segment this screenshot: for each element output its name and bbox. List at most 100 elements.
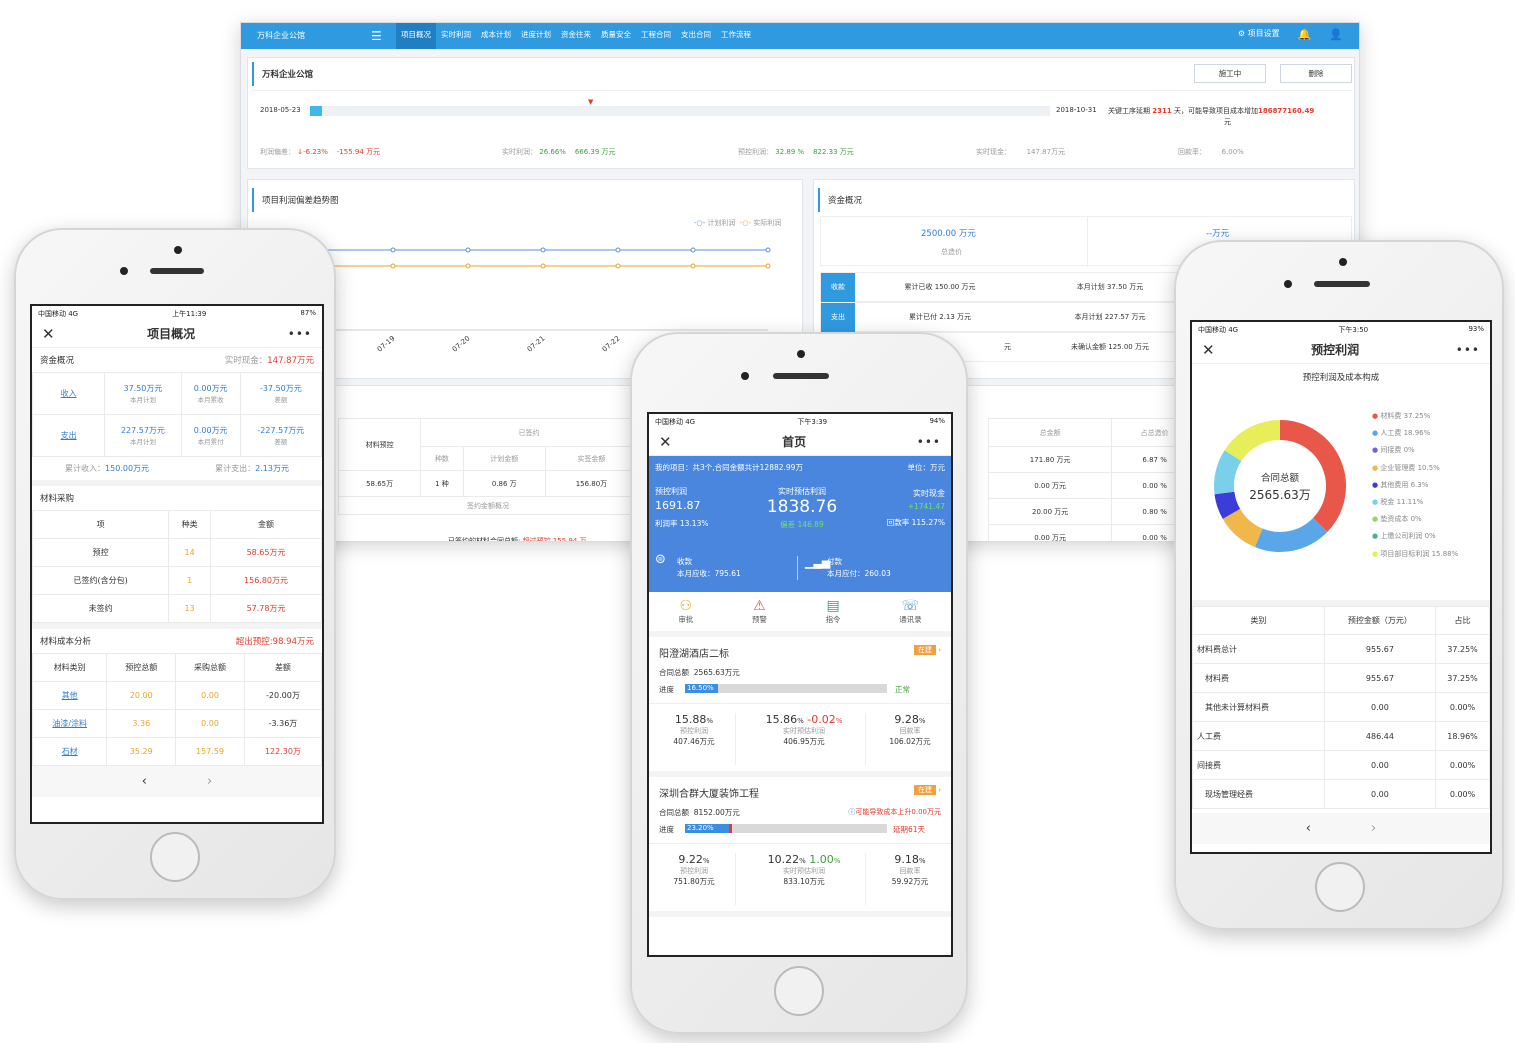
contacts-icon: ☏ [901,598,920,614]
clock: 上午11:39 [172,310,207,318]
contacts-button[interactable]: ☏ 通讯录 [899,598,922,624]
status-button[interactable]: 施工中 [1194,64,1266,83]
trend-panel: 项目利润偏差趋势图 -○- 计划利润 -○- 实际利润 07-19 07-20 … [247,179,803,379]
cash-value: +1741.47 [907,502,945,511]
est-label: 实时预估利润 [778,487,826,496]
nav-item[interactable]: 工程合同 [641,30,671,39]
donut-center-label: 合同总额 [1260,473,1299,484]
navbar: ✕ 项目概况 ••• [32,320,322,348]
close-icon[interactable]: ✕ [659,432,672,451]
expense-link[interactable]: 支出 [32,414,106,457]
info-icon: ⓘ [848,808,856,816]
receive-label: 收款 [677,557,692,566]
legend-dot-icon: ● [1372,532,1381,541]
legend-item: ● 上缴公司利润 0% [1372,532,1436,541]
nav-item[interactable]: 质量安全 [601,30,631,39]
more-icon[interactable]: ••• [287,326,312,341]
timeline-marker-icon: ▼ [588,98,594,106]
donut-slice [1214,491,1241,519]
home-button[interactable] [774,966,824,1016]
navbar: ✕ 首页 ••• [649,428,951,456]
unit: 单位：万元 [907,463,946,472]
income-link[interactable]: 收入 [32,372,106,415]
brand-name: 万科企业公馆 [257,31,305,40]
project-card[interactable]: 阳澄湖酒店二标 在建 › 合同总额 2565.63万元 进度 16.50% 正常… [649,637,951,777]
donut-slice [1224,420,1281,462]
fund-table: 收入 37.50万元 本月计划 0.00万元 本月累收 -37.50万元 差额 支出 … [32,372,322,457]
fund-cell: 元 [1004,343,1011,351]
phone-right: 中国移动 4G 下午3:50 93% ✕ 预控利润 ••• 预控利润及成本构成 … [1174,240,1504,930]
table-header: 种数 [420,446,464,471]
legend-item: ● 企业管理费 10.5% [1372,463,1440,472]
delay-warning: 关键工序延期 2311 天，可能导致项目成本增加186877160.49 [1108,107,1315,115]
bar-chart-icon: ▁▃▅ [805,556,831,569]
category-link[interactable]: 石材 [32,737,108,766]
table-cell: 20.00 万元 [987,498,1113,525]
carrier: 中国移动 4G [38,310,79,318]
approve-button[interactable]: ⚇ 审批 [678,598,694,624]
nav-item[interactable]: 实时利润 [441,30,471,39]
nav-item[interactable]: 支出合同 [681,30,711,39]
legend-item: ● 人工费 18.96% [1372,429,1431,438]
forward-icon[interactable]: › [207,774,213,789]
metric-est: 10.22% 1.00% 实时预估利润 833.10万元 [767,853,841,886]
est-value: 1838.76 [766,497,838,517]
speaker-icon [773,373,829,379]
chevron-right-icon: › [938,646,941,654]
bell-icon[interactable]: 🔔 [1297,28,1312,41]
clipboard-icon: ▤ [826,598,840,614]
table-cell: 0.00 万元 [987,524,1113,541]
project-card[interactable]: 深圳合群大厦装饰工程 在建 › 合同总额 8152.00万元 ⓘ可能导致成本上升… [649,777,951,917]
menu-icon[interactable]: ☰ [371,29,382,43]
purchase-table: 项 种类 金额 预控 14 58.65万元 已签约(含分包) 1 156.80万元 未签… [32,510,322,623]
table-sub: 签约金额概况 [338,496,638,515]
warning-button[interactable]: ⚠ 预警 [751,598,767,624]
settings-link[interactable]: ⚙ 项目设置 [1238,28,1280,41]
stat-return: 回款率： 6.00% [1178,148,1244,156]
table-header: 总金额 [987,418,1113,447]
timeline-fill [310,106,322,116]
camera-icon [797,350,805,358]
summary-card: 我的项目：共3个,合同金额共计12882.99万 单位：万元 预控利润 1691… [649,456,951,592]
category-link[interactable]: 其他 [32,681,108,710]
legend-item: ● 垫资成本 0% [1372,515,1422,524]
metric-return: 9.28% 回款率 106.02万元 [889,713,931,746]
user-icon[interactable]: 👤 [1329,28,1343,41]
fund-cell: 本月计划 227.57 万元 [1074,313,1146,321]
back-icon[interactable]: ‹ [141,774,147,789]
close-icon[interactable]: ✕ [1202,340,1215,359]
plan-profit-value: 1691.87 [655,499,701,512]
back-icon[interactable]: ‹ [1305,821,1311,836]
screen-title: 预控利润 [1311,343,1360,357]
more-icon[interactable]: ••• [916,434,941,449]
cash-value: 147.87万元 [267,356,314,366]
forward-icon[interactable]: › [1371,821,1377,836]
home-button[interactable] [1315,862,1365,912]
home-button[interactable] [150,832,200,882]
phone-left: 中国移动 4G 上午11:39 87% ✕ 项目概况 ••• 资金概况 实时现金… [14,228,336,900]
command-button[interactable]: ▤ 指令 [825,598,841,624]
nav-item[interactable]: 工作流程 [721,30,751,39]
project-header-panel: 万科企业公馆 施工中 删除 2018-05-23 ▼ 2018-10-31 关键… [247,57,1355,169]
nav-item[interactable]: 资金往来 [561,30,591,39]
nav-item[interactable]: 进度计划 [521,30,551,39]
category-link[interactable]: 油漆/涂料 [32,709,108,738]
more-icon[interactable]: ••• [1455,342,1480,357]
nav-item[interactable]: 成本计划 [481,30,511,39]
metric-plan: 9.22% 预控利润 751.80万元 [673,853,715,886]
screen-title: 首页 [782,435,807,449]
browser-nav: ‹ › [1192,813,1490,844]
est-diff: 偏差 146.89 [780,520,824,529]
nav-item[interactable]: 项目概况 [396,23,436,49]
close-icon[interactable]: ✕ [42,324,55,343]
donut-slice [1279,420,1346,532]
table-cell: 156.80万 [544,470,639,497]
legend-item: ● 材料费 37.25% [1372,412,1431,420]
phone-right-screen: 中国移动 4G 下午3:50 93% ✕ 预控利润 ••• 预控利润及成本构成 … [1190,320,1492,854]
fund-rows: 收款 累计已收 150.00 万元 本月计划 37.50 万元 支出 累计已付 … [820,272,1352,362]
totals-row: 累计收入：150.00万元 累计支出：2.13万元 [32,457,322,486]
progress-state: 延期61天 [893,825,926,834]
plan-profit-label: 预控利润 [655,487,687,496]
fund-other: --万元 [1206,229,1230,239]
delete-button[interactable]: 删除 [1280,64,1352,83]
